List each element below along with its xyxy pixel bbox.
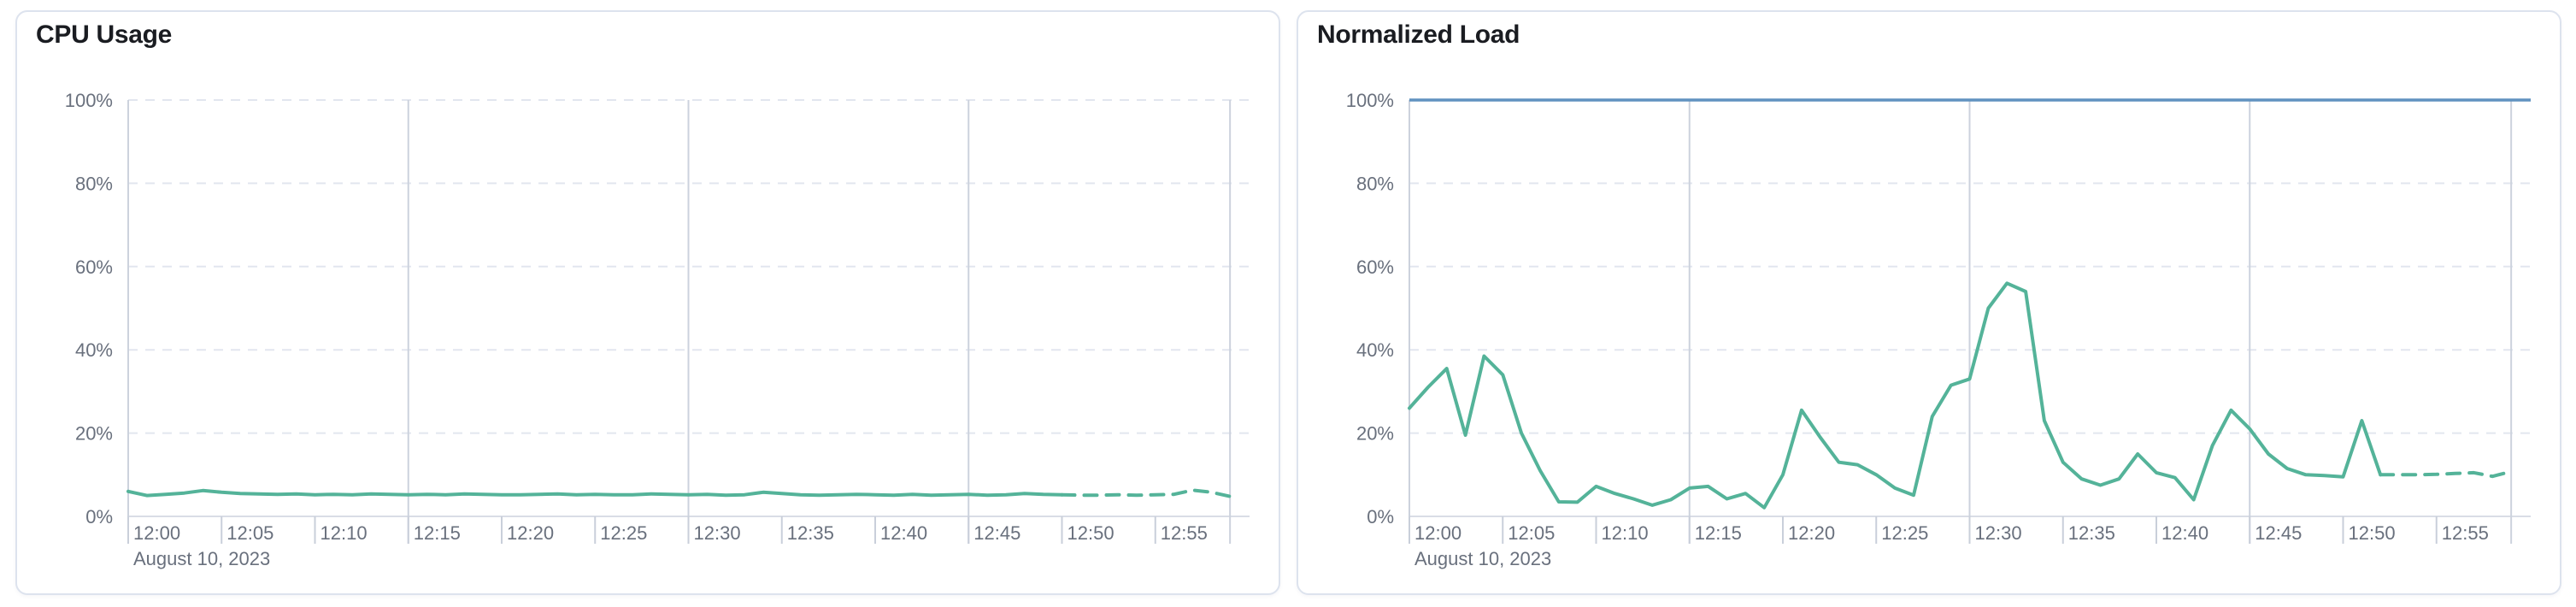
x-tick-label: 12:35 bbox=[787, 522, 834, 544]
normalized-load-panel: Normalized Load 0% 20% 40% 60% 80% 100% 12:00 1… bbox=[1297, 10, 2561, 595]
x-tick-label: 12:30 bbox=[1975, 522, 2022, 544]
x-tick-label: 12:15 bbox=[414, 522, 461, 544]
series-line-dashed bbox=[2379, 469, 2514, 479]
cpu-usage-panel-title: CPU Usage bbox=[36, 21, 173, 49]
x-tick-label: 12:35 bbox=[2068, 522, 2115, 544]
x-tick-label: 12:00 bbox=[1414, 522, 1461, 544]
x-tick-label: 12:20 bbox=[507, 522, 554, 544]
y-tick-label: 0% bbox=[1367, 506, 1394, 527]
x-tick-label: 12:25 bbox=[1881, 522, 1928, 544]
x-axis-date-label: August 10, 2023 bbox=[133, 548, 270, 569]
x-tick-label: 12:20 bbox=[1788, 522, 1835, 544]
y-tick-label: 100% bbox=[1346, 90, 1394, 111]
x-tick-label: 12:05 bbox=[1508, 522, 1555, 544]
series-line-solid bbox=[126, 488, 1064, 498]
cpu-usage-panel: CPU Usage 0% 20% 40% 60% 80% 100% 12:00 12:05 12… bbox=[15, 10, 1280, 595]
series-line-dashed bbox=[1060, 488, 1232, 498]
x-tick-label: 12:10 bbox=[321, 522, 368, 544]
x-tick-label: 12:15 bbox=[1695, 522, 1742, 544]
y-tick-label: 80% bbox=[1356, 173, 1394, 194]
y-tick-label: 0% bbox=[85, 506, 113, 527]
normalized-load-panel-title: Normalized Load bbox=[1317, 21, 1520, 49]
x-tick-label: 12:30 bbox=[694, 522, 741, 544]
x-tick-label: 12:55 bbox=[2442, 522, 2489, 544]
x-tick-label: 12:40 bbox=[2161, 522, 2208, 544]
y-tick-label: 40% bbox=[75, 339, 113, 361]
y-tick-label: 20% bbox=[1356, 423, 1394, 445]
normalized-load-chart[interactable]: 0% 20% 40% 60% 80% 100% 12:00 12:05 12:10 12:15 12… bbox=[1298, 12, 2560, 593]
x-tick-label: 12:50 bbox=[1067, 522, 1115, 544]
x-tick-label: 12:55 bbox=[1161, 522, 1208, 544]
y-tick-label: 80% bbox=[75, 173, 113, 194]
x-tick-label: 12:40 bbox=[880, 522, 927, 544]
x-tick-label: 12:00 bbox=[133, 522, 180, 544]
y-tick-label: 60% bbox=[1356, 256, 1394, 278]
x-axis-date-label: August 10, 2023 bbox=[1414, 548, 1551, 569]
series-line-solid bbox=[1408, 281, 2383, 510]
y-tick-label: 20% bbox=[75, 423, 113, 445]
x-tick-label: 12:50 bbox=[2349, 522, 2396, 544]
x-tick-label: 12:25 bbox=[600, 522, 647, 544]
x-tick-label: 12:45 bbox=[2255, 522, 2302, 544]
y-tick-label: 40% bbox=[1356, 339, 1394, 361]
y-tick-label: 100% bbox=[65, 90, 113, 111]
y-tick-label: 60% bbox=[75, 256, 113, 278]
x-tick-label: 12:05 bbox=[226, 522, 273, 544]
cpu-usage-chart[interactable]: 0% 20% 40% 60% 80% 100% 12:00 12:05 12:10 12:15 12… bbox=[17, 12, 1279, 593]
x-tick-label: 12:10 bbox=[1602, 522, 1649, 544]
x-tick-label: 12:45 bbox=[973, 522, 1020, 544]
